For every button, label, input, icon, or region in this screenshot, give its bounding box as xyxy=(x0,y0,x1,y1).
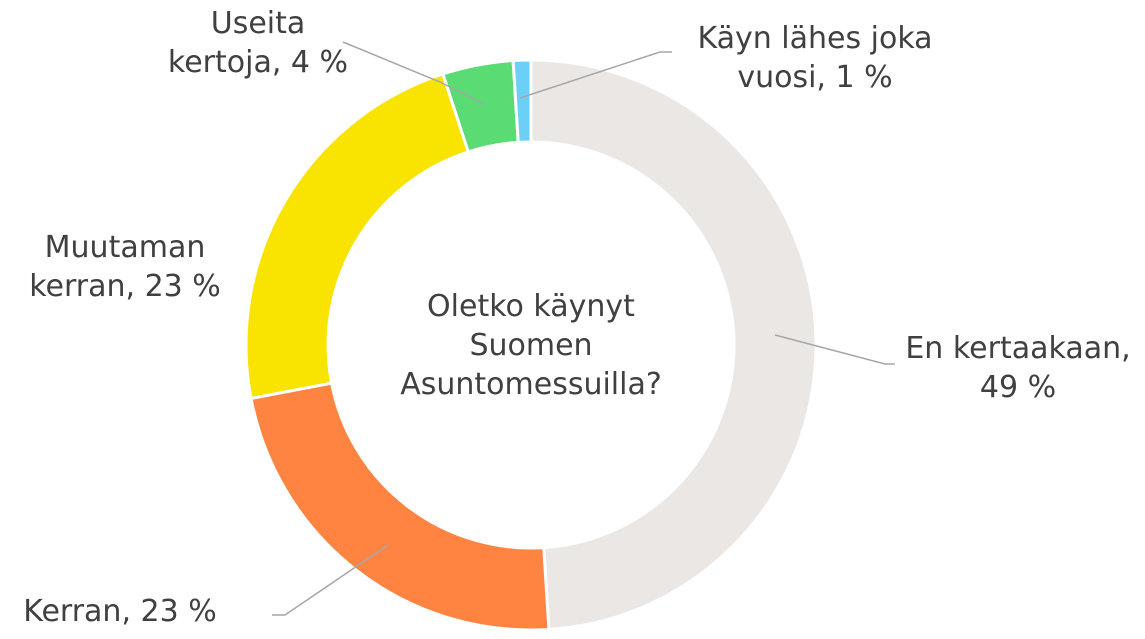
data-label: Käyn lähes joka vuosi, 1 % xyxy=(697,21,932,95)
data-label: Muutaman kerran, 23 % xyxy=(29,230,221,304)
data-label-line: Kerran, 23 % xyxy=(23,594,216,629)
data-label-line: 49 % xyxy=(980,370,1056,405)
leader-line xyxy=(272,544,389,616)
data-label-line: kerran, 23 % xyxy=(29,269,221,304)
chart-title-line: Asuntomessuilla? xyxy=(400,367,662,402)
donut-slice xyxy=(529,58,818,632)
donut-slice xyxy=(511,58,533,144)
data-label: En kertaakaan, 49 % xyxy=(905,331,1130,405)
data-label-line: Useita xyxy=(211,6,306,41)
donut xyxy=(244,58,818,632)
data-label: Kerran, 23 % xyxy=(23,594,216,629)
data-label-line: En kertaakaan, xyxy=(905,331,1130,366)
donut-slice xyxy=(244,72,471,401)
leader-line xyxy=(774,334,895,365)
data-label-line: Käyn lähes joka xyxy=(697,21,932,56)
labels: En kertaakaan, 49 % Kerran, 23 % Muutaman ke… xyxy=(23,6,1130,629)
chart-title-line: Suomen xyxy=(469,328,592,363)
data-label-line: Muutaman xyxy=(45,230,206,265)
data-label-line: kertoja, 4 % xyxy=(168,45,348,80)
donut-slice xyxy=(249,381,551,632)
leader-line xyxy=(342,41,485,105)
data-label-line: vuosi, 1 % xyxy=(737,60,892,95)
data-label: Useita kertoja, 4 % xyxy=(168,6,348,80)
leader-line xyxy=(519,51,672,99)
chart-title: Oletko käynyt Suomen Asuntomessuilla? xyxy=(400,289,662,402)
chart-title-line: Oletko käynyt xyxy=(427,289,635,324)
